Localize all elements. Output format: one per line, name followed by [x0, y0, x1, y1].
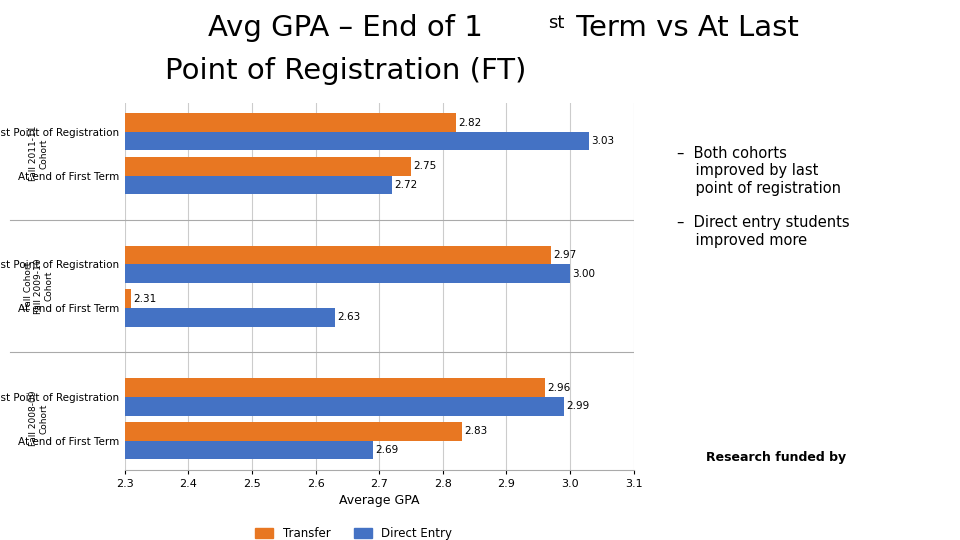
- Bar: [125, 422, 462, 441]
- Text: 2.31: 2.31: [133, 294, 156, 303]
- Text: st: st: [548, 14, 564, 31]
- Bar: [125, 308, 335, 327]
- Legend: Transfer, Direct Entry: Transfer, Direct Entry: [251, 522, 457, 540]
- Text: 2.97: 2.97: [554, 250, 577, 260]
- Text: 2.82: 2.82: [458, 118, 481, 127]
- Text: 2.72: 2.72: [395, 180, 418, 190]
- Text: 3.03: 3.03: [591, 136, 614, 146]
- Text: –  Both cohorts
    improved by last
    point of registration

–  Direct entry : – Both cohorts improved by last point of…: [677, 146, 850, 248]
- Text: 2.63: 2.63: [337, 312, 360, 322]
- Bar: [125, 378, 544, 397]
- X-axis label: Average GPA: Average GPA: [339, 495, 420, 508]
- Bar: [125, 265, 570, 283]
- Bar: [125, 157, 411, 176]
- Text: Research funded by: Research funded by: [706, 451, 846, 464]
- Text: 2.96: 2.96: [547, 382, 570, 393]
- Text: 2.99: 2.99: [566, 401, 589, 411]
- Bar: [125, 176, 392, 194]
- Text: 2.69: 2.69: [375, 445, 398, 455]
- Text: Fall 2008-09
Cohort: Fall 2008-09 Cohort: [29, 391, 48, 447]
- Text: Point of Registration (FT): Point of Registration (FT): [165, 57, 526, 85]
- Text: Fall Cohort
Fall 2009-10
Cohort: Fall Cohort Fall 2009-10 Cohort: [23, 259, 54, 314]
- Text: 2.75: 2.75: [414, 161, 437, 171]
- Text: Fall 2011-11
Cohort: Fall 2011-11 Cohort: [29, 126, 48, 181]
- Bar: [125, 441, 372, 459]
- Bar: [125, 397, 564, 415]
- Text: Term vs At Last: Term vs At Last: [567, 14, 800, 42]
- Bar: [125, 289, 132, 308]
- Text: 2.83: 2.83: [465, 426, 488, 436]
- Bar: [125, 246, 551, 265]
- Bar: [125, 113, 455, 132]
- Text: 3.00: 3.00: [572, 269, 595, 279]
- Bar: [125, 132, 589, 151]
- Text: Avg GPA – End of 1: Avg GPA – End of 1: [208, 14, 483, 42]
